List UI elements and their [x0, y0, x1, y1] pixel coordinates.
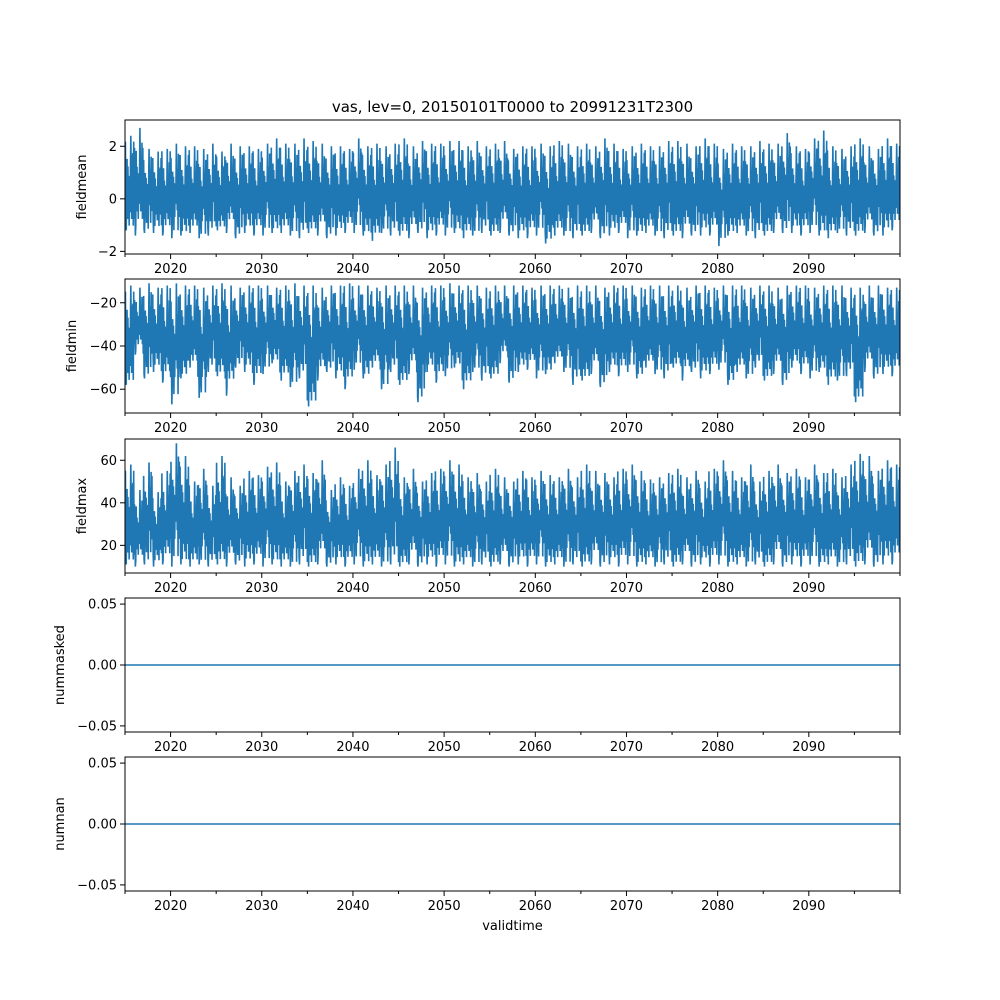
x-tick-label: 2040: [336, 421, 369, 436]
x-tick-label: 2050: [428, 899, 461, 914]
x-tick-label: 2050: [428, 740, 461, 755]
x-tick-label: 2030: [245, 581, 278, 596]
y-tick-label: 60: [100, 454, 117, 469]
panel-5: 2020 2030 2040 2050 2060 2070 2080 2090 −0.05 0.0…: [53, 756, 901, 914]
y-tick-label: 2: [109, 140, 117, 155]
y-tick-label: −40: [90, 340, 117, 355]
x-axis-label: validtime: [482, 919, 543, 934]
x-tick-label: 2030: [245, 421, 278, 436]
x-tick-label: 2050: [428, 421, 461, 436]
x-tick-label: 2080: [701, 581, 734, 596]
x-tick-label: 2030: [245, 262, 278, 277]
y-axis-label: fieldmean: [75, 155, 90, 220]
y-tick-label: 0.05: [88, 757, 117, 772]
x-tick-label: 2060: [519, 581, 552, 596]
y-axis-label: fieldmin: [65, 320, 80, 373]
axes-frame: [124, 119, 901, 255]
x-tick-label: 2040: [336, 899, 369, 914]
x-tick-label: 2020: [154, 262, 187, 277]
x-tick-label: 2090: [792, 581, 825, 596]
x-tick-label: 2080: [701, 740, 734, 755]
x-tick-label: 2030: [245, 899, 278, 914]
series-line-fieldmax: [125, 443, 900, 567]
x-tick-label: 2070: [610, 740, 643, 755]
x-tick-label: 2090: [792, 421, 825, 436]
panel-1: 2020 2030 2040 2050 2060 2070 2080 2090 −2 0 2 fiel…: [75, 119, 901, 277]
y-axis-label: fieldmax: [75, 478, 90, 535]
y-tick-label: −20: [90, 296, 117, 311]
y-axis-label: nummasked: [53, 625, 68, 705]
chart-title: vas, lev=0, 20150101T0000 to 20991231T23…: [332, 98, 693, 116]
y-tick-label: −0.05: [77, 878, 117, 893]
x-tick-label: 2070: [610, 421, 643, 436]
y-tick-label: 0.05: [88, 598, 117, 613]
y-tick-label: 0.00: [88, 818, 117, 833]
x-tick-label: 2090: [792, 740, 825, 755]
x-tick-label: 2070: [610, 262, 643, 277]
y-axis-label: numnan: [53, 797, 68, 851]
y-tick-label: 20: [100, 539, 117, 554]
panel-3: 2020 2030 2040 2050 2060 2070 2080 2090204060fi…: [75, 438, 901, 596]
y-tick-label: 40: [100, 496, 117, 511]
x-tick-label: 2060: [519, 740, 552, 755]
y-tick-label: 0: [109, 192, 117, 207]
x-tick-label: 2030: [245, 740, 278, 755]
panel-4: 2020 2030 2040 2050 2060 2070 2080 2090 −0.05 0.0…: [53, 597, 901, 755]
y-tick-label: −0.05: [77, 719, 117, 734]
x-tick-label: 2080: [701, 421, 734, 436]
x-tick-label: 2020: [154, 899, 187, 914]
panel-2: 2020 2030 2040 2050 2060 2070 2080 2090 −60 −40 −2…: [65, 278, 901, 436]
x-tick-label: 2090: [792, 899, 825, 914]
x-tick-label: 2040: [336, 740, 369, 755]
x-tick-label: 2020: [154, 421, 187, 436]
x-tick-label: 2020: [154, 740, 187, 755]
x-tick-label: 2080: [701, 899, 734, 914]
x-tick-label: 2070: [610, 581, 643, 596]
x-tick-label: 2040: [336, 262, 369, 277]
x-tick-label: 2090: [792, 262, 825, 277]
y-tick-label: 0.00: [88, 659, 117, 674]
x-tick-label: 2050: [428, 262, 461, 277]
x-tick-label: 2080: [701, 262, 734, 277]
x-tick-label: 2060: [519, 262, 552, 277]
x-tick-label: 2070: [610, 899, 643, 914]
axes-frame: [124, 438, 901, 574]
x-tick-label: 2060: [519, 421, 552, 436]
x-tick-label: 2020: [154, 581, 187, 596]
y-tick-label: −2: [98, 245, 117, 260]
panels: 2020 2030 2040 2050 2060 2070 2080 2090−202fiel…: [53, 119, 901, 914]
x-tick-label: 2060: [519, 899, 552, 914]
y-tick-label: −60: [90, 383, 117, 398]
series-line-fieldmean: [125, 127, 900, 247]
x-tick-label: 2050: [428, 581, 461, 596]
series-line-fieldmin: [125, 283, 900, 407]
x-tick-label: 2040: [336, 581, 369, 596]
